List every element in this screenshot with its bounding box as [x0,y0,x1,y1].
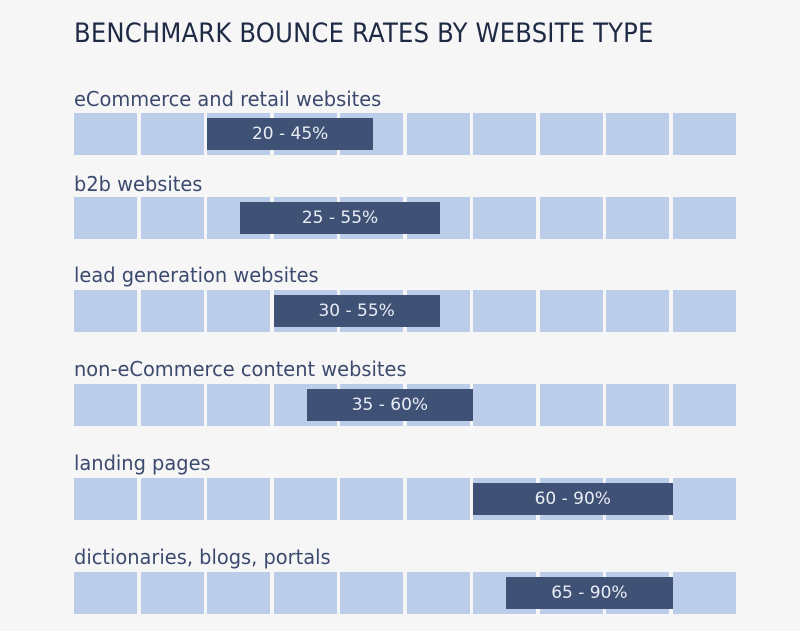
grid-cell [539,290,603,332]
grid-cell [406,113,470,155]
grid-cell [74,290,137,332]
range-bar: 60 - 90% [473,483,673,515]
grid-cell [74,113,137,155]
grid-cell [473,113,536,155]
grid-cell [606,113,669,155]
grid-cell [473,384,536,426]
grid-cell [406,572,470,614]
grid-cell [140,290,204,332]
row-label: landing pages [74,451,211,475]
grid-cell [140,384,204,426]
range-bar: 35 - 60% [306,389,473,421]
grid-cell [539,384,603,426]
range-bar: 65 - 90% [506,577,673,609]
grid-cell [74,478,137,520]
grid-cell [606,290,669,332]
grid-cell [273,572,337,614]
range-bar: 30 - 55% [273,295,440,327]
range-grid: 65 - 90% [74,572,739,614]
grid-cell [74,572,137,614]
grid-cell [539,113,603,155]
grid-cell [606,197,669,239]
range-grid: 30 - 55% [74,290,739,332]
grid-cell [140,478,204,520]
grid-cell [207,384,270,426]
range-grid: 35 - 60% [74,384,739,426]
row-label: non-eCommerce content websites [74,357,407,381]
range-bar: 20 - 45% [207,118,374,150]
row-label: dictionaries, blogs, portals [74,545,331,569]
range-grid: 20 - 45% [74,113,739,155]
grid-cell [672,290,736,332]
grid-cell [672,478,736,520]
grid-cell [207,572,270,614]
row-label: lead generation websites [74,263,319,287]
grid-cell [406,478,470,520]
grid-cell [473,290,536,332]
grid-cell [207,290,270,332]
grid-cell [672,113,736,155]
grid-cell [140,197,204,239]
grid-cell [340,478,403,520]
grid-cell [606,384,669,426]
grid-cell [672,197,736,239]
grid-cell [672,384,736,426]
range-grid: 60 - 90% [74,478,739,520]
grid-cell [74,197,137,239]
grid-cell [340,572,403,614]
grid-cell [672,572,736,614]
grid-cell [473,197,536,239]
grid-cell [273,478,337,520]
grid-cell [140,113,204,155]
row-label: eCommerce and retail websites [74,87,382,111]
row-label: b2b websites [74,172,203,196]
range-grid: 25 - 55% [74,197,739,239]
chart-title: BENCHMARK BOUNCE RATES BY WEBSITE TYPE [74,18,654,49]
grid-cell [74,384,137,426]
grid-cell [207,478,270,520]
grid-cell [539,197,603,239]
range-bar: 25 - 55% [240,202,440,234]
grid-cell [140,572,204,614]
